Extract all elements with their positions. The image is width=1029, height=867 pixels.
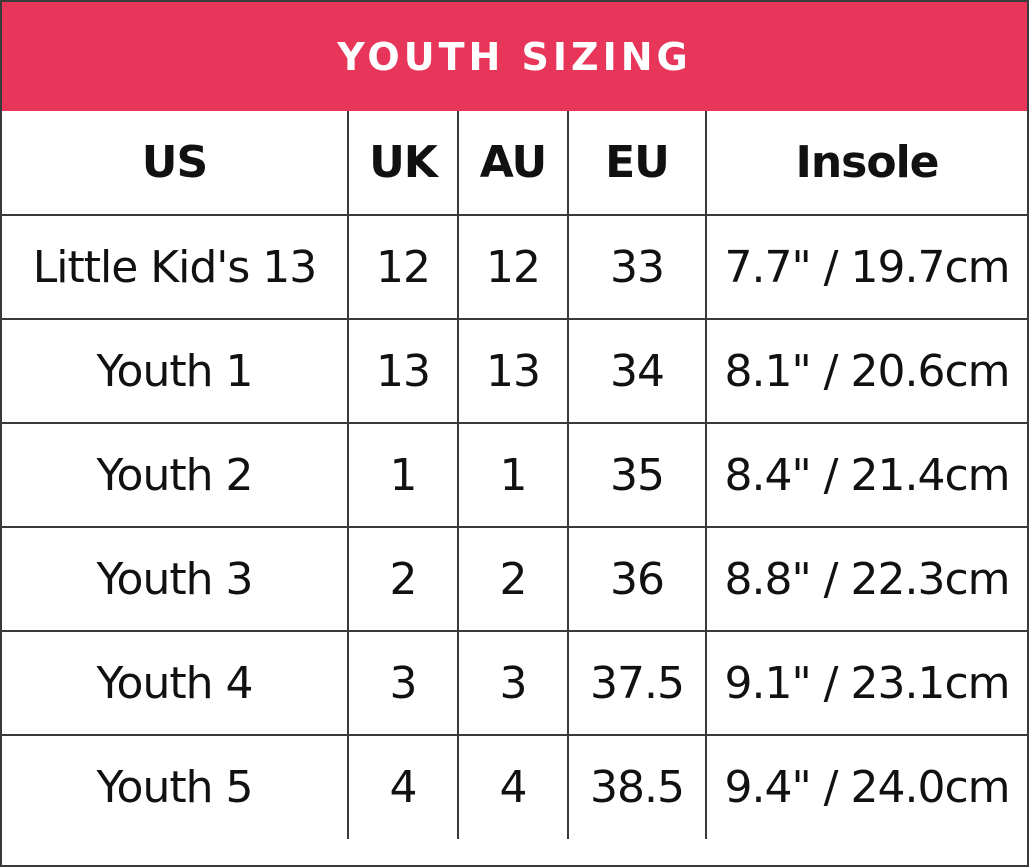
cell-eu: 33 (567, 214, 707, 320)
cell-insole: 8.1" / 20.6cm (705, 318, 1027, 424)
cell-eu: 35 (567, 422, 707, 528)
cell-us: Youth 2 (2, 422, 349, 528)
table-row: Youth 5 4 4 38.5 9.4" / 24.0cm (2, 734, 1027, 839)
cell-insole: 7.7" / 19.7cm (705, 214, 1027, 320)
cell-eu: 36 (567, 526, 707, 632)
cell-eu: 34 (567, 318, 707, 424)
column-header-insole: Insole (705, 111, 1027, 216)
cell-insole: 8.8" / 22.3cm (705, 526, 1027, 632)
table-row: Youth 4 3 3 37.5 9.1" / 23.1cm (2, 630, 1027, 736)
cell-eu: 38.5 (567, 734, 707, 839)
cell-au: 4 (457, 734, 569, 839)
cell-insole: 8.4" / 21.4cm (705, 422, 1027, 528)
chart-title-bar: YOUTH SIZING (2, 2, 1027, 111)
cell-uk: 2 (347, 526, 459, 632)
table-row: Youth 1 13 13 34 8.1" / 20.6cm (2, 318, 1027, 424)
column-header-eu: EU (567, 111, 707, 216)
cell-uk: 1 (347, 422, 459, 528)
cell-au: 2 (457, 526, 569, 632)
cell-au: 12 (457, 214, 569, 320)
cell-au: 13 (457, 318, 569, 424)
table-row: Youth 3 2 2 36 8.8" / 22.3cm (2, 526, 1027, 632)
cell-us: Youth 4 (2, 630, 349, 736)
cell-insole: 9.4" / 24.0cm (705, 734, 1027, 839)
cell-uk: 13 (347, 318, 459, 424)
cell-uk: 12 (347, 214, 459, 320)
cell-us: Youth 3 (2, 526, 349, 632)
table-row: Little Kid's 13 12 12 33 7.7" / 19.7cm (2, 214, 1027, 320)
cell-us: Little Kid's 13 (2, 214, 349, 320)
column-header-au: AU (457, 111, 569, 216)
column-header-us: US (2, 111, 349, 216)
cell-uk: 3 (347, 630, 459, 736)
cell-au: 1 (457, 422, 569, 528)
column-header-uk: UK (347, 111, 459, 216)
cell-us: Youth 5 (2, 734, 349, 839)
cell-insole: 9.1" / 23.1cm (705, 630, 1027, 736)
size-table: US UK AU EU Insole Little Kid's 13 12 12… (2, 111, 1027, 839)
cell-us: Youth 1 (2, 318, 349, 424)
chart-title: YOUTH SIZING (337, 34, 692, 79)
cell-eu: 37.5 (567, 630, 707, 736)
table-header-row: US UK AU EU Insole (2, 111, 1027, 216)
table-row: Youth 2 1 1 35 8.4" / 21.4cm (2, 422, 1027, 528)
cell-uk: 4 (347, 734, 459, 839)
cell-au: 3 (457, 630, 569, 736)
